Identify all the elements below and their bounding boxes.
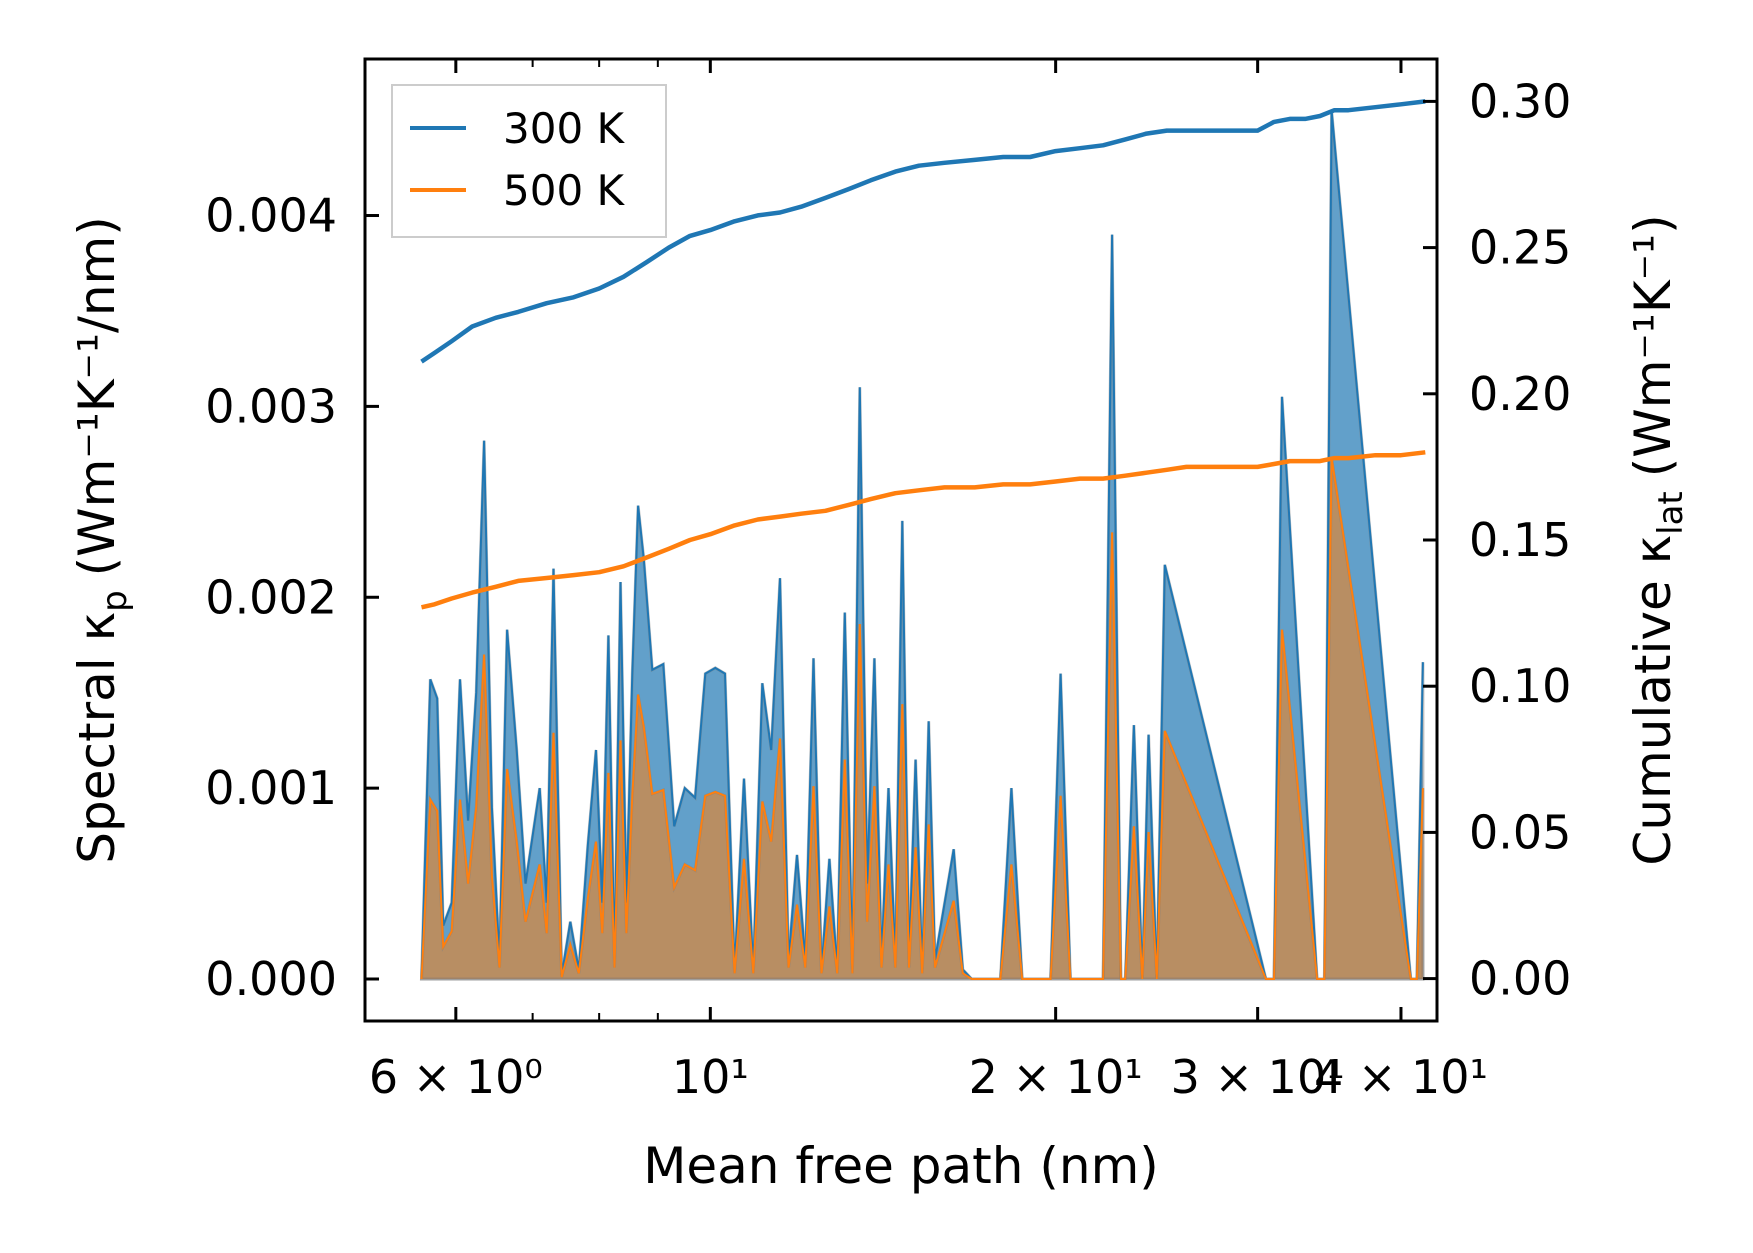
y-right-tick-label: 0.15 bbox=[1469, 513, 1571, 567]
cumulative-line-layer bbox=[420, 99, 1426, 610]
y-left-tick-label: 0.002 bbox=[205, 570, 337, 624]
tick-layer bbox=[365, 59, 1437, 1021]
x-tick-label: 4 × 10¹ bbox=[1314, 1050, 1488, 1104]
y-left-tick-label: 0.003 bbox=[205, 379, 337, 433]
spectral-line-500k bbox=[420, 457, 1424, 980]
y-axis-right-label: Cumulative κlat (Wm⁻¹K⁻¹) bbox=[1624, 214, 1691, 865]
y-left-label-unit: (Wm⁻¹K⁻¹/nm) bbox=[68, 216, 126, 576]
y-axis-left-label: Spectral κp (Wm⁻¹K⁻¹/nm) bbox=[68, 216, 135, 863]
legend: 300 K 500 K bbox=[391, 84, 667, 238]
spectral-area-300k bbox=[419, 110, 1425, 981]
spectral-line-300k bbox=[420, 110, 1424, 980]
y-right-tick-label: 0.30 bbox=[1469, 74, 1571, 128]
x-tick-label: 2 × 10¹ bbox=[969, 1050, 1143, 1104]
spectral-area-500k bbox=[419, 457, 1425, 981]
y-left-tick-label: 0.000 bbox=[205, 952, 337, 1006]
spectral-line-layer bbox=[420, 110, 1424, 980]
y-right-label-main: Cumulative κ bbox=[1624, 535, 1682, 866]
cumulative-line-500k bbox=[420, 450, 1426, 610]
x-tick-label: 10¹ bbox=[672, 1050, 749, 1104]
legend-label-500k: 500 K bbox=[503, 166, 626, 215]
x-tick-label: 6 × 10⁰ bbox=[369, 1050, 543, 1104]
y-left-tick-label: 0.004 bbox=[205, 189, 337, 243]
y-right-label-unit: (Wm⁻¹K⁻¹) bbox=[1624, 214, 1682, 477]
y-right-tick-label: 0.25 bbox=[1469, 221, 1571, 275]
y-right-tick-label: 0.00 bbox=[1469, 952, 1571, 1006]
x-axis-label: Mean free path (nm) bbox=[643, 1137, 1159, 1195]
y-right-tick-label: 0.20 bbox=[1469, 367, 1571, 421]
legend-label-300k: 300 K bbox=[503, 104, 626, 153]
y-left-label-sub: p bbox=[95, 590, 135, 612]
y-left-tick-label: 0.001 bbox=[205, 761, 337, 815]
x-tick-label: 3 × 10¹ bbox=[1171, 1050, 1345, 1104]
cumulative-line-300k bbox=[420, 99, 1426, 364]
y-right-label-sub: lat bbox=[1651, 491, 1691, 535]
y-right-tick-label: 0.10 bbox=[1469, 659, 1571, 713]
y-right-tick-label: 0.05 bbox=[1469, 805, 1571, 859]
y-left-label-main: Spectral κ bbox=[68, 612, 126, 864]
legend-box bbox=[391, 84, 667, 238]
spectral-area-layer bbox=[419, 110, 1425, 981]
